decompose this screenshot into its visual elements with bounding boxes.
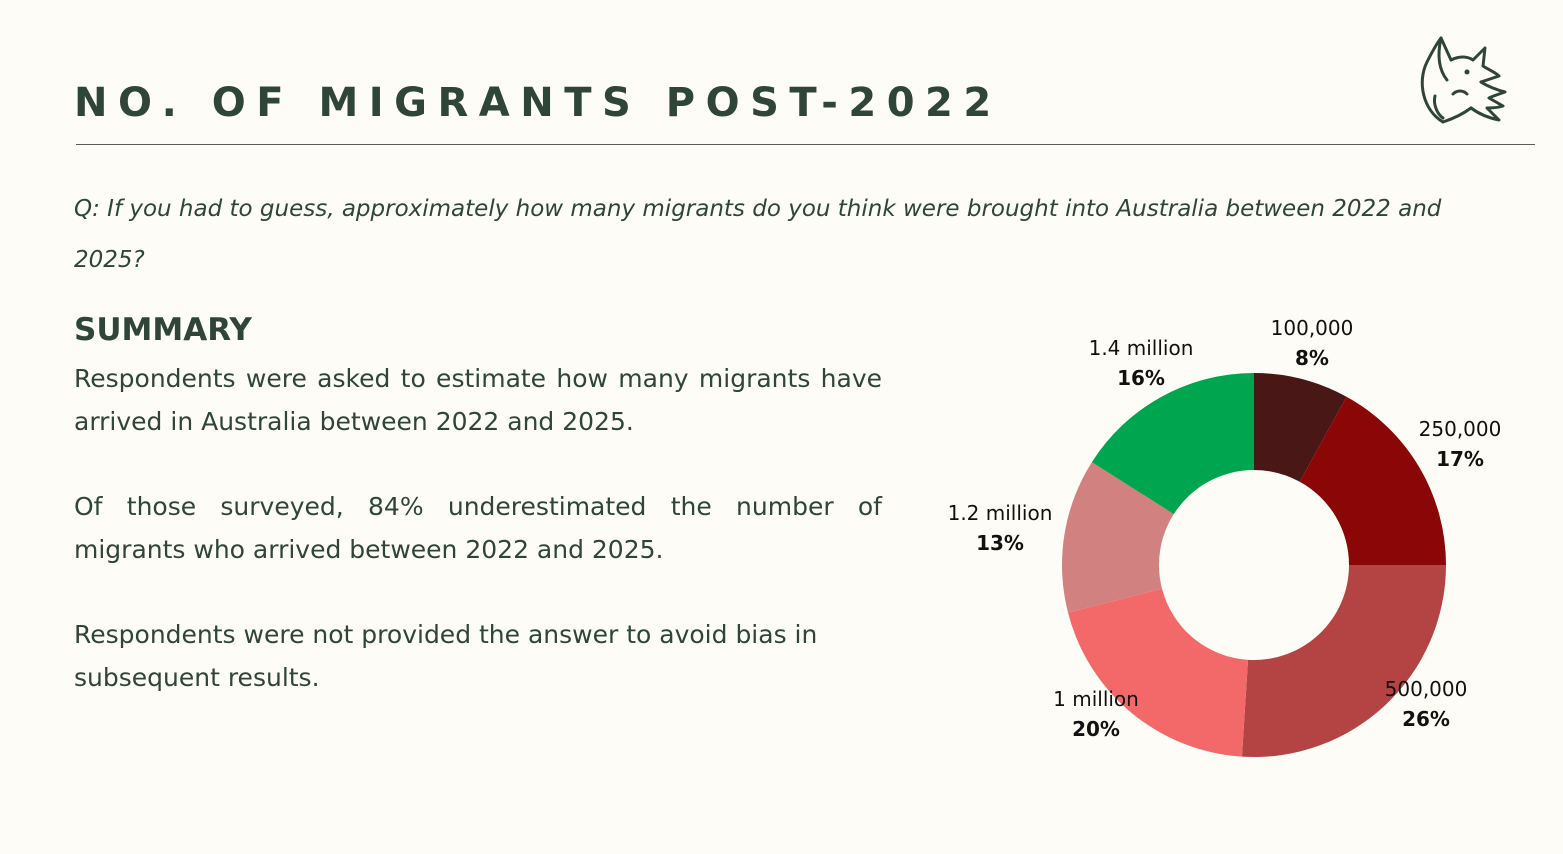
slice-5 <box>1062 462 1174 613</box>
slice-category-label: 250,000 <box>1419 417 1502 441</box>
summary-paragraph-3: Respondents were not provided the answer… <box>74 620 818 692</box>
slice-percent-label: 26% <box>1402 707 1450 731</box>
donut-slices <box>1062 373 1446 757</box>
slice-percent-label: 20% <box>1072 717 1120 741</box>
slice-category-label: 1.2 million <box>948 501 1053 525</box>
slice-category-label: 100,000 <box>1271 316 1354 340</box>
summary-paragraph-1: Respondents were asked to estimate how m… <box>74 364 882 436</box>
summary-heading: SUMMARY <box>74 312 252 348</box>
slice-category-label: 500,000 <box>1385 677 1468 701</box>
slice-2 <box>1299 396 1446 565</box>
survey-question: Q: If you had to guess, approximately ho… <box>74 196 1442 273</box>
slice-6 <box>1091 373 1254 515</box>
slice-3 <box>1241 565 1446 757</box>
slice-category-label: 1 million <box>1053 687 1139 711</box>
slice-percent-label: 8% <box>1295 346 1329 370</box>
slice-percent-label: 17% <box>1436 447 1484 471</box>
donut-chart: 100,000 8% 250,000 17% 500,000 26% 1 million 20… <box>948 316 1502 757</box>
slice-percent-label: 16% <box>1117 366 1165 390</box>
summary-text: Respondents were asked to estimate how m… <box>74 357 882 741</box>
slice-percent-label: 13% <box>976 531 1024 555</box>
summary-paragraph-2: Of those surveyed, 84% underestimated th… <box>74 492 882 564</box>
page-title: NO. OF MIGRANTS POST-2022 <box>74 80 1002 126</box>
slice-1 <box>1254 373 1347 482</box>
fox-icon <box>1420 36 1507 124</box>
title-divider <box>76 144 1535 145</box>
donut-labels: 100,000 8% 250,000 17% 500,000 26% 1 million 20… <box>948 316 1502 741</box>
slice-category-label: 1.4 million <box>1089 336 1194 360</box>
slice-4 <box>1068 588 1249 757</box>
